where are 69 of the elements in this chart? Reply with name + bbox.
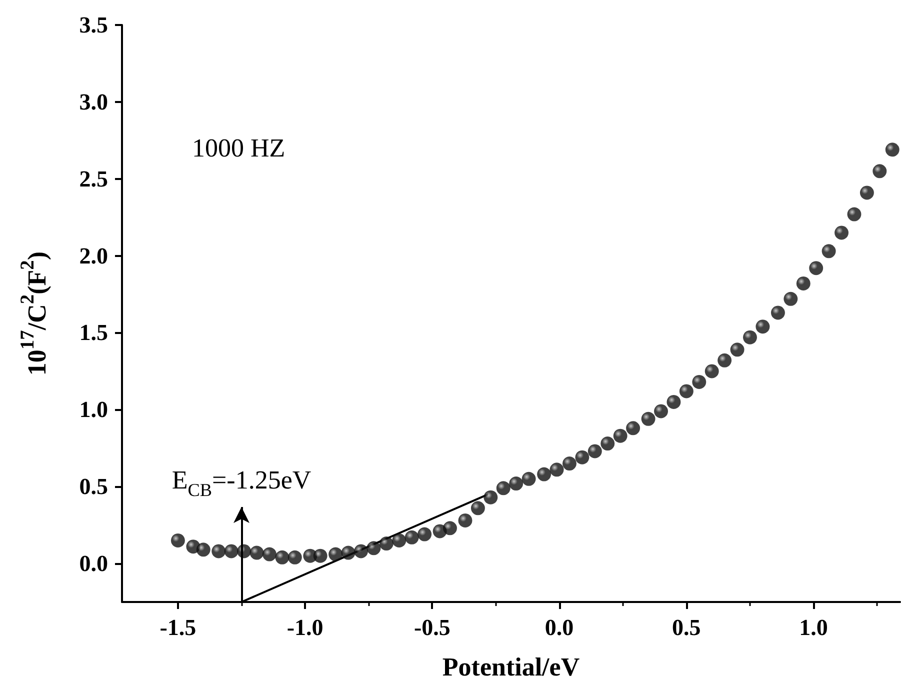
point — [522, 472, 536, 486]
point — [834, 226, 849, 240]
point — [537, 467, 552, 482]
point — [743, 330, 757, 344]
point — [550, 462, 564, 477]
point — [704, 364, 719, 378]
point — [784, 292, 798, 306]
y-tick-label: 1.5 — [79, 320, 108, 346]
point — [484, 490, 498, 504]
point — [666, 394, 681, 409]
point — [458, 513, 472, 528]
x-tick-label: 1.0 — [799, 615, 828, 640]
point — [872, 164, 887, 178]
y-tick-label: 0.5 — [79, 474, 108, 500]
x-tick-label: 0.5 — [672, 615, 701, 640]
point — [626, 421, 640, 436]
point — [756, 320, 770, 334]
point — [770, 306, 785, 320]
point — [679, 384, 694, 398]
point — [822, 244, 836, 258]
x-axis-title: Potential/eV — [442, 652, 580, 682]
point — [354, 544, 368, 558]
point — [392, 533, 406, 548]
point — [288, 550, 302, 564]
annotation: 1000 HZ — [192, 134, 286, 162]
point — [341, 546, 356, 560]
x-tick-label: -1.0 — [286, 615, 324, 640]
point — [509, 476, 524, 491]
x-tick-label: -1.5 — [160, 615, 196, 640]
point — [730, 342, 744, 357]
x-tick-label: -0.5 — [414, 615, 450, 640]
point — [575, 450, 590, 464]
point — [379, 536, 394, 551]
point — [418, 527, 432, 542]
y-tick-label: 1.0 — [79, 397, 108, 422]
y-tick-label: 0.0 — [79, 551, 108, 576]
point — [809, 261, 824, 276]
point — [442, 521, 457, 536]
point — [470, 501, 485, 516]
point — [588, 444, 602, 458]
point — [613, 428, 628, 443]
point — [641, 412, 656, 426]
point — [313, 548, 328, 563]
point — [600, 436, 615, 451]
point — [212, 544, 226, 558]
x-tick-label: 0.0 — [544, 615, 574, 640]
point — [654, 404, 668, 418]
point — [196, 542, 210, 557]
point — [692, 374, 706, 389]
point — [562, 456, 576, 471]
y-axis-title: 1017/C2(F2) — [18, 251, 52, 376]
y-tick-label: 3.5 — [79, 12, 108, 38]
y-tick-label: 2.5 — [79, 166, 108, 192]
point — [718, 353, 732, 368]
point — [860, 186, 874, 200]
point — [847, 207, 862, 222]
point — [366, 541, 381, 556]
point — [796, 276, 810, 290]
point — [885, 142, 900, 157]
point — [328, 547, 343, 562]
point — [404, 530, 419, 544]
point — [275, 550, 290, 564]
y-tick-label: 3.0 — [79, 89, 108, 114]
point — [496, 481, 510, 496]
point — [250, 546, 264, 560]
point — [224, 544, 238, 558]
point — [170, 533, 185, 548]
point — [262, 547, 276, 562]
y-tick-label: 2.0 — [79, 243, 108, 268]
